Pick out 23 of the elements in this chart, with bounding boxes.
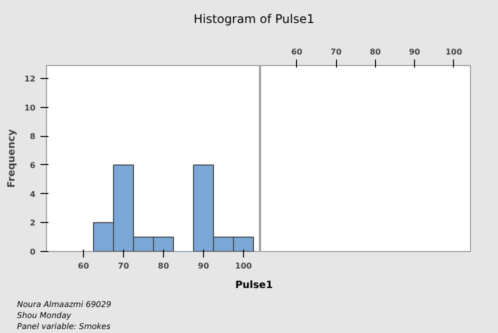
text: Noura Almaazmi 69029 [17,300,112,309]
text: Panel variable: Smokes [17,322,110,331]
x-tick-label: 70 [118,262,130,270]
chart-title: Histogram of Pulse1 [192,12,316,26]
x-tick-label: 100 [445,48,463,56]
x-tick-label: 60 [291,48,303,56]
text: Shou Monday [17,311,72,320]
x-tick-label: 70 [330,48,342,56]
y-tick-label: 4 [30,190,36,199]
x-tick-label: 80 [370,48,382,56]
x-axis-title: Pulse1 [234,280,274,291]
y-tick-label: 0 [30,248,36,256]
y-tick-label: 8 [30,132,36,142]
x-tick-label: 90 [409,48,421,56]
y-tick-label: 10 [24,103,36,112]
x-tick-label: 100 [235,262,252,270]
x-tick-label: 60 [78,262,90,270]
y-axis-title: Frequency [6,128,18,188]
y-tick-label: 6 [30,160,36,170]
y-tick-label: 2 [30,218,36,228]
x-tick-label: 80 [158,262,170,270]
x-tick-label: 90 [198,262,210,270]
y-tick-label: 12 [24,74,36,84]
